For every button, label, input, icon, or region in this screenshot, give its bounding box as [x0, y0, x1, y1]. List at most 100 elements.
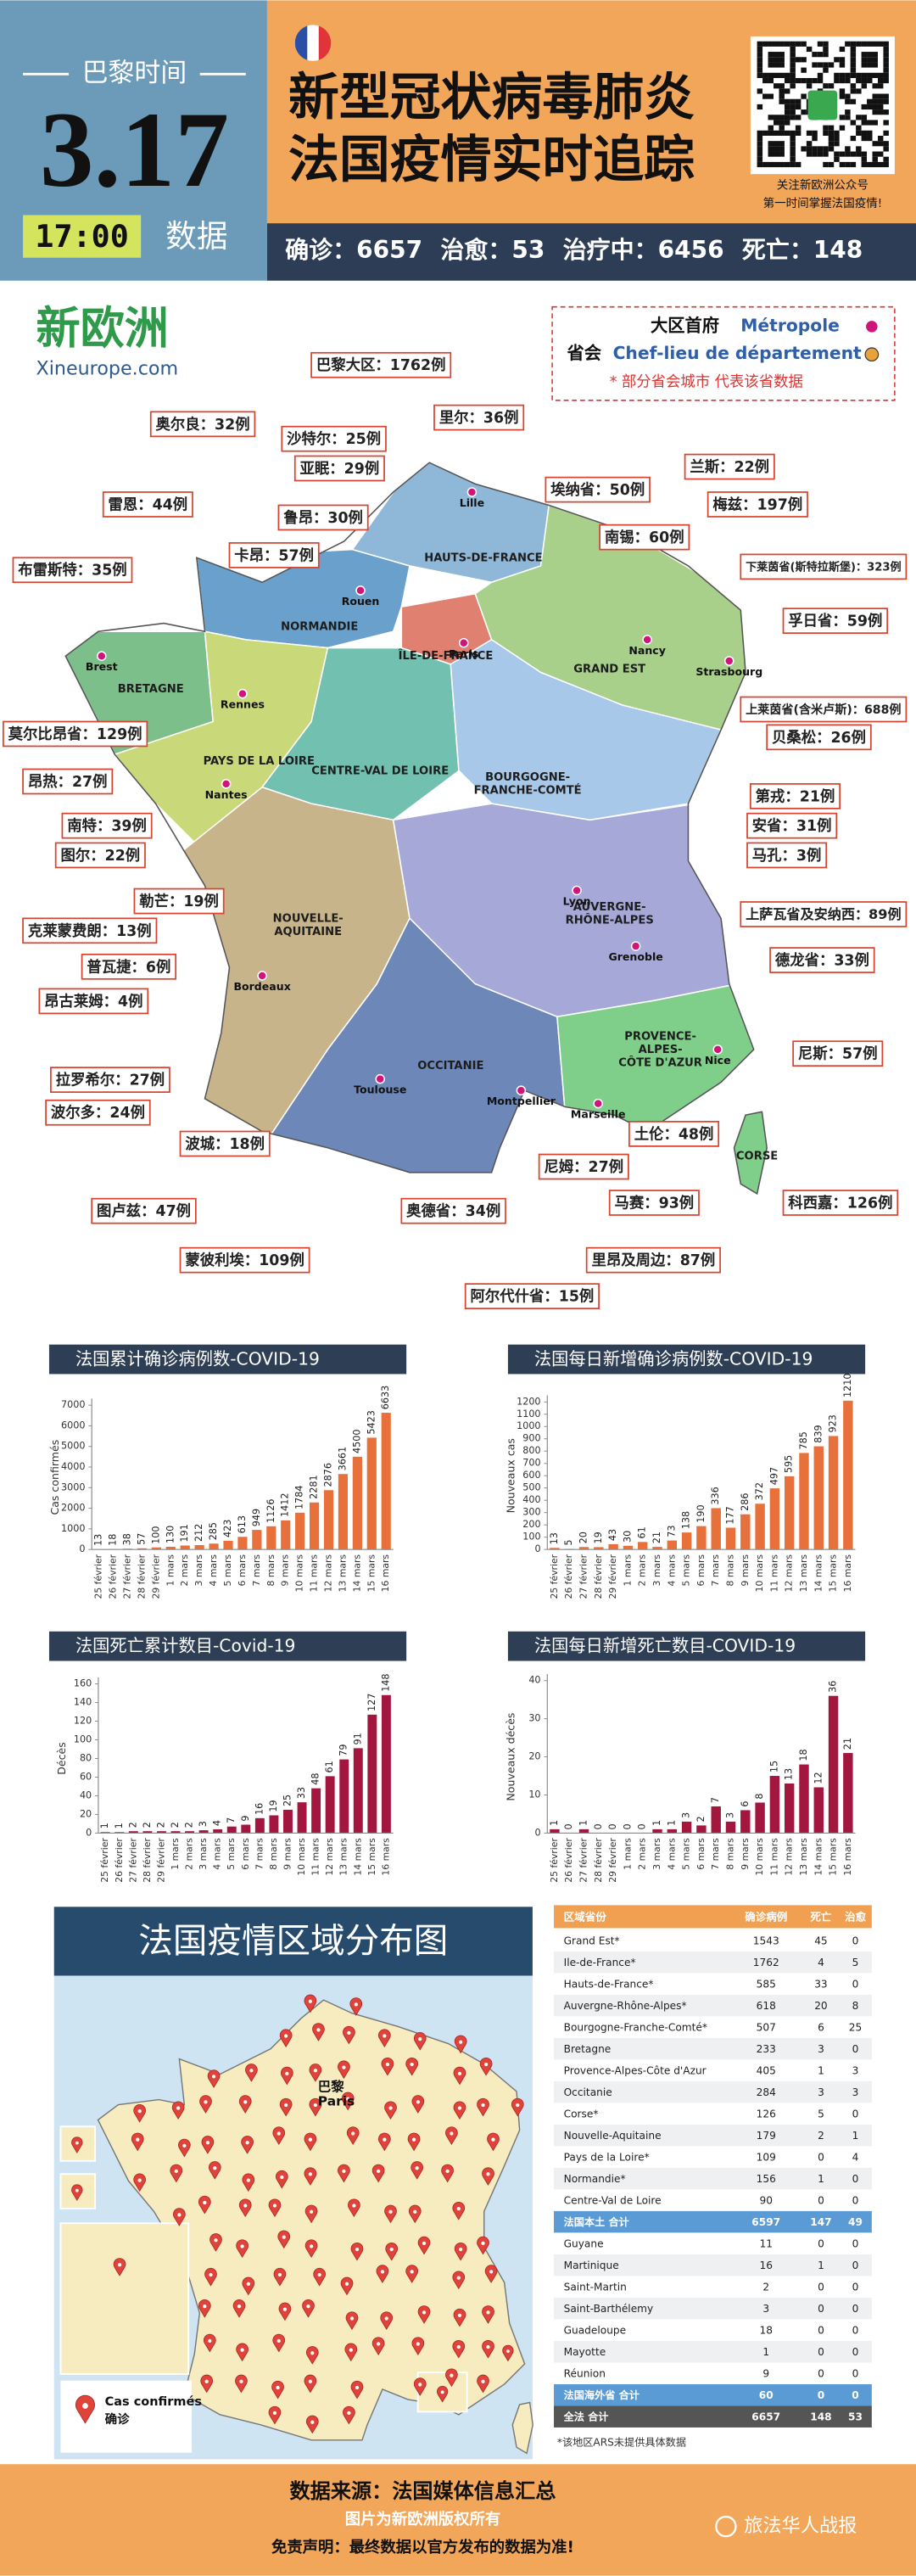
qr-cell: [779, 52, 785, 58]
pin: [236, 2343, 249, 2362]
qr-cell: [850, 62, 857, 68]
callout-label: 图尔：22例: [60, 847, 140, 865]
region-label: NOUVELLE-AQUITAINE: [273, 912, 344, 938]
table-cell: Saint-Barthélemy: [564, 2303, 654, 2315]
x-tick-label: 9 mars: [282, 1838, 293, 1870]
value-label: 1: [578, 1820, 589, 1826]
qr-cell: [790, 46, 796, 53]
pin: [305, 2415, 319, 2434]
x-tick-label: 8 mars: [268, 1838, 279, 1870]
qr-cell: [812, 146, 818, 152]
callout-label: 安省：31例: [752, 817, 832, 835]
qr-cell: [768, 151, 774, 157]
y-tick-label: 200: [522, 1519, 540, 1530]
value-label: 1: [666, 1820, 677, 1826]
qr-cell: [850, 88, 857, 94]
pin-hole: [117, 2263, 122, 2267]
value-label: 6633: [380, 1386, 391, 1409]
city-name: Strasbourg: [695, 665, 762, 678]
table-cell: 16: [759, 2260, 772, 2271]
qr-cell: [774, 72, 779, 78]
value-label: 286: [740, 1492, 751, 1510]
pin: [411, 2095, 425, 2114]
qr-cell: [784, 115, 790, 120]
qr-cell: [823, 125, 829, 131]
callout-box: [628, 1121, 720, 1147]
qr-cell: [757, 72, 763, 78]
value-label: 38: [122, 1533, 133, 1545]
bar: [170, 1831, 181, 1834]
y-axis-label: Nouveaux décès: [504, 1713, 517, 1801]
qr-cell: [839, 57, 846, 63]
pin: [171, 2101, 185, 2120]
qr-cell: [774, 62, 779, 68]
bar: [667, 1828, 678, 1834]
pin-hole: [388, 2209, 393, 2214]
x-tick-label: 29 février: [150, 1554, 161, 1599]
pin-hole: [177, 2213, 182, 2217]
qr-cell: [757, 151, 763, 157]
bar: [594, 1547, 604, 1550]
bar: [266, 1526, 276, 1550]
x-tick-label: 16 mars: [380, 1554, 391, 1593]
callout-label: 波城：18例: [185, 1135, 265, 1153]
region-label-line: NORMANDIE: [281, 620, 358, 633]
pin-hole: [306, 2304, 310, 2309]
table-cell: 5: [852, 1957, 859, 1968]
qr-cell: [757, 67, 763, 73]
qr-cell: [768, 77, 774, 84]
table-cell: 0: [852, 2043, 859, 2055]
dist-paris-fr: Paris: [318, 2094, 355, 2109]
bar: [180, 1545, 190, 1550]
value-label: 8: [754, 1793, 765, 1799]
flag: [294, 25, 332, 61]
x-tick-label: 28 février: [136, 1554, 147, 1599]
region-label: NORMANDIE: [281, 620, 358, 633]
qr-cell: [779, 130, 785, 136]
table-cell: 0: [852, 2173, 859, 2185]
qr-cell: [768, 41, 774, 47]
x-tick-label: 25 février: [93, 1554, 104, 1599]
pin-hole: [422, 2241, 427, 2245]
qr-cell: [861, 161, 868, 168]
callout-label: 贝桑松：26例: [772, 729, 866, 747]
callout-box: [2, 720, 148, 748]
qr-cell: [883, 161, 889, 168]
callout-box: [12, 557, 133, 584]
value-label: 595: [784, 1455, 795, 1473]
pin: [477, 2374, 489, 2394]
pin-hole: [176, 2106, 181, 2110]
callout-box: [310, 351, 452, 378]
pin: [350, 2380, 364, 2400]
value-label: 19: [593, 1532, 604, 1543]
y-tick-label: 20: [528, 1751, 540, 1762]
qr-cell: [757, 141, 763, 147]
pin-hole: [355, 2247, 360, 2252]
bar: [578, 1547, 589, 1550]
qr-cell: [839, 88, 846, 94]
qr-cell: [850, 83, 857, 89]
table-cell: 0: [818, 2282, 824, 2293]
pin: [345, 2311, 359, 2331]
qr-cell: [856, 41, 862, 47]
table-cell: 6657: [751, 2411, 780, 2423]
table-cell: 2: [818, 2130, 824, 2142]
callout-label: 土伦：48例: [634, 1125, 714, 1143]
callout-box: [684, 453, 775, 480]
qr-cell: [823, 83, 829, 89]
qr-cell: [872, 72, 878, 78]
qr-cell: [872, 141, 878, 147]
table-row-bg: [554, 2103, 872, 2125]
bar: [652, 1547, 662, 1550]
pin-hole: [486, 2172, 490, 2176]
pin-hole: [203, 2304, 207, 2309]
qr-cell: [867, 104, 873, 110]
qr-cell: [762, 161, 768, 168]
bar: [128, 1831, 138, 1834]
dist-title: 法国疫情区域分布图: [138, 1920, 448, 1961]
x-tick-label: 6 mars: [695, 1838, 707, 1870]
pin-hole: [316, 2028, 321, 2032]
pin-hole: [282, 2235, 286, 2239]
pin-hole: [308, 2172, 313, 2176]
qr-cell: [850, 67, 857, 73]
